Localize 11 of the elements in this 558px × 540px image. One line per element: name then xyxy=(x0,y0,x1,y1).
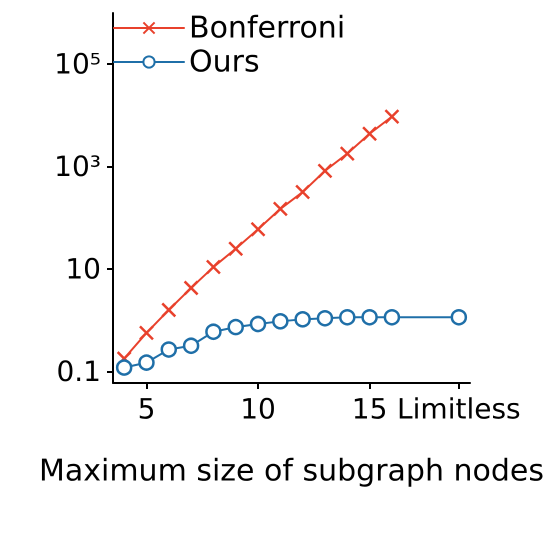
y-tick-label: 10⁵ xyxy=(54,48,101,81)
y-tick-label: 10 xyxy=(65,252,101,286)
y-tick-label: 0.1 xyxy=(56,355,101,388)
x-tick-label: 15 xyxy=(352,392,388,426)
legend-label: Bonferroni xyxy=(189,10,346,46)
y-tick-label: 10³ xyxy=(54,150,101,184)
x-tick-label: 5 xyxy=(138,392,156,426)
x-tick-label: Limitless xyxy=(397,392,521,426)
x-tick-label: 10 xyxy=(240,392,276,426)
x-axis-title: Maximum size of subgraph nodes xyxy=(38,454,544,488)
legend-label: Ours xyxy=(189,44,260,80)
